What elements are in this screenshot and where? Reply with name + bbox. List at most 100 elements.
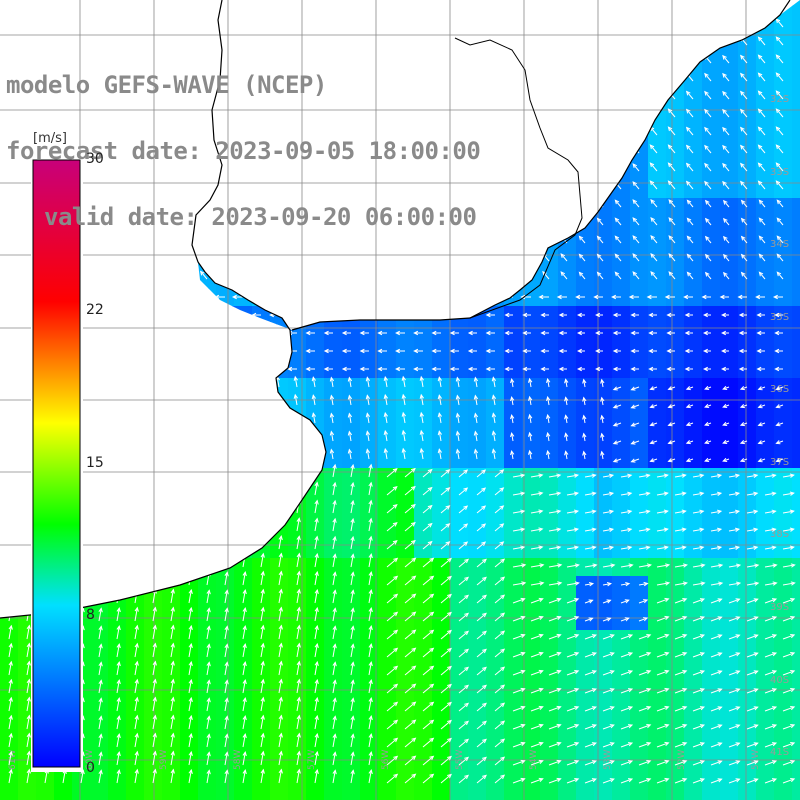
- wind-arrow: [740, 235, 748, 244]
- wind-cell: [702, 792, 721, 800]
- wind-cell: [108, 666, 127, 685]
- wind-cell: [702, 54, 721, 73]
- wind-cell: [450, 396, 469, 415]
- wind-arrow: [728, 527, 741, 532]
- wind-cell: [396, 378, 415, 397]
- wind-cell: [378, 360, 397, 379]
- wind-cell: [522, 396, 541, 415]
- wind-cell: [450, 324, 469, 343]
- wind-cell: [702, 234, 721, 253]
- wind-arrow: [668, 253, 676, 262]
- wind-arrow: [722, 162, 730, 172]
- wind-cell: [756, 126, 775, 145]
- wind-cell: [288, 612, 307, 631]
- wind-cell: [594, 378, 613, 397]
- wind-arrow: [632, 235, 640, 244]
- wind-cell: [666, 450, 685, 469]
- wind-cell: [396, 396, 415, 415]
- wind-arrow: [775, 404, 784, 409]
- wind-cell: [702, 306, 721, 325]
- wind-arrow: [350, 535, 355, 550]
- wind-cell: [180, 792, 199, 800]
- wind-arrow: [314, 535, 319, 550]
- wind-arrow: [686, 253, 694, 262]
- wind-cell: [702, 378, 721, 397]
- wind-arrow: [311, 376, 317, 388]
- wind-cell: [720, 414, 739, 433]
- wind-cell: [738, 432, 757, 451]
- wind-cell: [792, 576, 800, 595]
- wind-arrow: [764, 563, 778, 568]
- wind-arrow: [510, 431, 515, 442]
- wind-arrow: [341, 366, 351, 372]
- wind-arrow: [620, 527, 633, 532]
- wind-arrow: [722, 253, 730, 262]
- wind-cell: [594, 216, 613, 235]
- wind-cell: [792, 162, 800, 181]
- wind-arrow: [602, 527, 615, 532]
- wind-cell: [630, 342, 649, 361]
- wind-arrow: [782, 509, 795, 514]
- wind-cell: [738, 360, 757, 379]
- wind-arrow: [775, 72, 784, 82]
- wind-arrow: [485, 330, 495, 336]
- wind-arrow: [476, 469, 487, 478]
- wind-arrow: [620, 491, 633, 496]
- wind-cell: [666, 198, 685, 217]
- wind-arrow: [422, 522, 433, 532]
- wind-arrow: [648, 330, 657, 336]
- wind-cell: [324, 630, 343, 649]
- wind-arrow: [650, 271, 658, 280]
- wind-cell: [594, 432, 613, 451]
- wind-arrow: [305, 348, 315, 354]
- wind-cell: [162, 774, 181, 793]
- wind-cell: [648, 378, 667, 397]
- wind-arrow: [584, 545, 597, 550]
- wind-arrow: [548, 563, 563, 568]
- wind-arrow: [692, 527, 705, 532]
- wind-cell: [684, 360, 703, 379]
- wind-arrow: [404, 521, 416, 532]
- wind-cell: [792, 234, 800, 253]
- wind-arrow: [704, 421, 712, 427]
- wind-cell: [198, 720, 217, 739]
- wind-arrow: [293, 375, 298, 388]
- wind-cell: [378, 342, 397, 361]
- wind-arrow: [740, 199, 748, 208]
- wind-cell: [324, 756, 343, 775]
- lon-label: 54W: [529, 750, 539, 770]
- wind-arrow: [776, 235, 784, 244]
- wind-arrow: [757, 422, 766, 427]
- wind-cell: [756, 306, 775, 325]
- wind-cell: [288, 720, 307, 739]
- wind-arrow: [510, 449, 515, 460]
- wind-arrow: [350, 571, 355, 586]
- wind-cell: [324, 648, 343, 667]
- wind-cell: [612, 792, 631, 800]
- wind-cell: [612, 288, 631, 307]
- wind-cell: [252, 774, 271, 793]
- wind-arrow: [440, 469, 451, 478]
- wind-cell: [612, 234, 631, 253]
- wind-cell: [702, 108, 721, 127]
- wind-arrow: [600, 378, 605, 388]
- wind-arrow: [296, 552, 301, 568]
- wind-cell: [144, 648, 163, 667]
- wind-cell: [684, 180, 703, 199]
- wind-cell: [90, 612, 109, 631]
- wind-cell: [558, 270, 577, 289]
- wind-arrow: [449, 330, 459, 336]
- wind-arrow: [649, 180, 658, 190]
- wind-cell: [792, 198, 800, 217]
- wind-cell: [288, 540, 307, 559]
- wind-cell: [666, 252, 685, 271]
- wind-arrow: [365, 412, 371, 424]
- wind-cell: [738, 234, 757, 253]
- wind-arrow: [582, 378, 587, 388]
- wind-arrow: [548, 509, 562, 514]
- wind-cell: [684, 162, 703, 181]
- wind-cell: [792, 756, 800, 775]
- wind-arrow: [458, 505, 469, 514]
- wind-arrow: [710, 527, 723, 532]
- wind-cell: [792, 414, 800, 433]
